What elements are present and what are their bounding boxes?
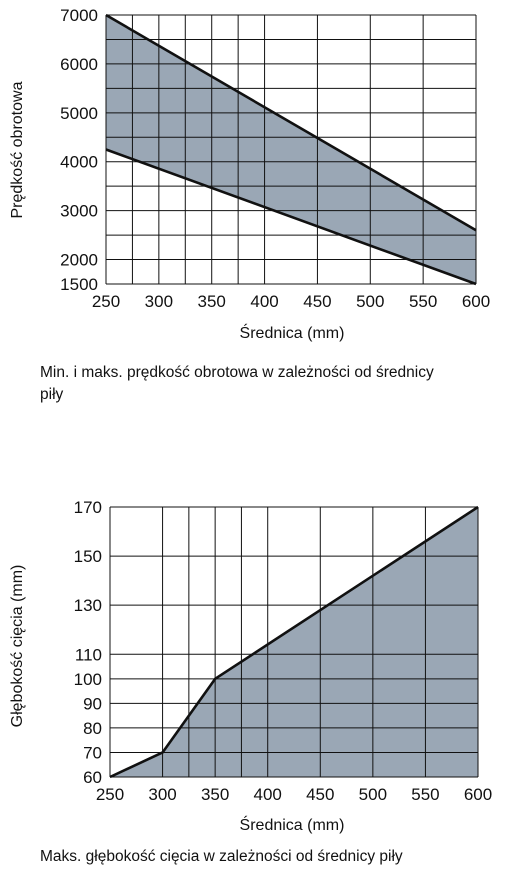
speed-chart-caption: Min. i maks. prędkość obrotowa w zależno… <box>40 364 434 403</box>
depth-chart-x-ticks: 250 300 350 400 450 500 550 600 <box>96 785 492 804</box>
speed-chart-y-tick-label: 3000 <box>60 202 98 221</box>
depth-chart-x-tick-label: 250 <box>96 785 124 804</box>
speed-chart-x-tick-label: 550 <box>409 292 437 311</box>
speed-chart-y-tick-label: 7000 <box>60 6 98 25</box>
speed-chart-x-tick-label: 350 <box>198 292 226 311</box>
depth-chart: 60 70 80 90 100 110 130 150 170 250 300 350 400 450 5… <box>9 498 492 834</box>
depth-chart-x-tick-label: 550 <box>411 785 439 804</box>
speed-chart-y-tick-label: 4000 <box>60 153 98 172</box>
depth-chart-y-tick-label: 170 <box>74 498 102 517</box>
depth-chart-x-tick-label: 500 <box>359 785 387 804</box>
depth-chart-x-tick-label: 400 <box>254 785 282 804</box>
speed-chart-fill-region <box>106 15 476 284</box>
speed-chart-max-line <box>105 13 477 232</box>
depth-chart-y-tick-label: 100 <box>74 670 102 689</box>
depth-chart-y-tick-label: 110 <box>75 645 102 664</box>
depth-chart-x-tick-label: 300 <box>148 785 176 804</box>
depth-chart-x-tick-label: 350 <box>201 785 229 804</box>
speed-chart-x-tick-label: 450 <box>303 292 331 311</box>
speed-chart-x-tick-label: 400 <box>250 292 278 311</box>
speed-chart-min-line <box>105 148 477 286</box>
depth-chart-y-tick-label: 130 <box>74 596 102 615</box>
depth-chart-y-axis-label: Głębokość cięcia (mm) <box>9 565 26 728</box>
depth-chart-fill-region <box>110 507 478 777</box>
speed-chart-y-axis-label: Prędkość obrotowa <box>9 81 26 218</box>
speed-chart-grid <box>105 14 477 285</box>
depth-chart-grid <box>109 506 479 778</box>
speed-chart-x-ticks: 250 300 350 400 450 500 550 600 <box>92 292 490 311</box>
depth-chart-x-axis-label: Średnica (mm) <box>240 815 345 834</box>
speed-chart-y-tick-label: 2000 <box>60 251 98 270</box>
depth-chart-y-tick-label: 60 <box>83 768 102 787</box>
speed-chart-x-tick-label: 500 <box>356 292 384 311</box>
speed-chart-y-tick-label: 1500 <box>60 275 98 294</box>
speed-chart-area <box>106 15 476 284</box>
depth-chart-y-ticks: 60 70 80 90 100 110 130 150 170 <box>74 498 102 787</box>
depth-chart-area <box>110 507 478 777</box>
speed-chart-x-axis-label: Średnica (mm) <box>240 323 345 342</box>
depth-chart-y-tick-label: 150 <box>74 547 102 566</box>
speed-chart-x-tick-label: 250 <box>92 292 120 311</box>
depth-chart-max-line <box>109 505 479 779</box>
depth-chart-x-tick-label: 450 <box>306 785 334 804</box>
speed-chart-y-tick-label: 5000 <box>60 104 98 123</box>
speed-chart: 1500 2000 3000 4000 5000 6000 7000 250 300 350 40… <box>9 6 490 342</box>
depth-chart-x-tick-label: 600 <box>464 785 492 804</box>
speed-chart-x-tick-label: 300 <box>145 292 173 311</box>
depth-chart-y-tick-label: 90 <box>83 694 102 713</box>
depth-chart-y-tick-label: 80 <box>83 719 102 738</box>
speed-chart-x-tick-label: 600 <box>462 292 490 311</box>
depth-chart-y-tick-label: 70 <box>83 743 102 762</box>
speed-chart-y-tick-label: 6000 <box>60 55 98 74</box>
speed-chart-y-ticks: 1500 2000 3000 4000 5000 6000 7000 <box>60 6 98 294</box>
depth-chart-caption: Maks. głębokość cięcia w zależności od ś… <box>40 848 403 865</box>
